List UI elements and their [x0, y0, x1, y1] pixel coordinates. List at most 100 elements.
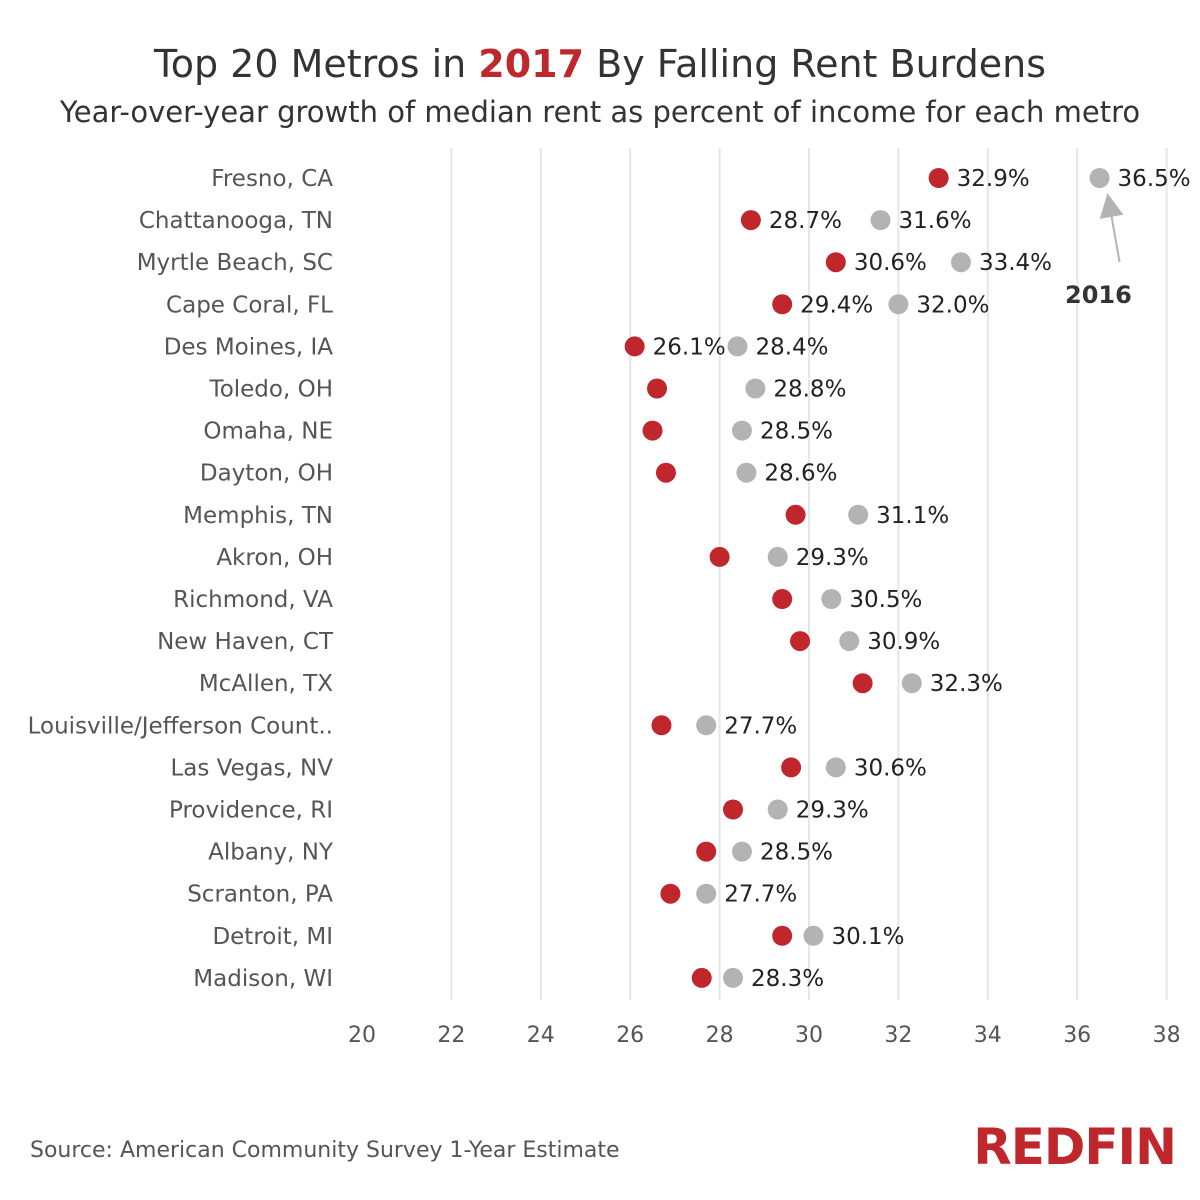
metro-label: Memphis, TN: [183, 503, 333, 529]
metro-row: Scranton, PA 27.7%: [187, 882, 797, 908]
value-label-2016: 28.3%: [751, 966, 824, 992]
x-tick-label: 22: [437, 1023, 465, 1048]
metro-row: Dayton, OH 28.6%: [200, 461, 838, 487]
metro-row: Myrtle Beach, SC 33.4% 30.6%: [137, 250, 1052, 276]
x-tick-label: 30: [795, 1023, 823, 1048]
annotation-label: 2016: [1065, 281, 1132, 309]
value-label-2016: 31.1%: [876, 503, 949, 529]
value-label-2016: 33.4%: [979, 250, 1052, 276]
dot-2016: [696, 883, 717, 904]
dot-2016: [727, 336, 748, 357]
dot-2017: [852, 673, 873, 694]
metro-row: Albany, NY 28.5%: [208, 840, 833, 866]
dot-2016: [848, 504, 869, 525]
dot-2017: [781, 757, 802, 778]
value-label-2016: 28.6%: [764, 461, 837, 487]
dot-2017: [772, 589, 793, 609]
dot-2016: [731, 841, 752, 862]
value-label-2017: 26.1%: [653, 334, 726, 360]
metro-row: Las Vegas, NV 30.6%: [170, 755, 926, 781]
value-label-2017: 30.6%: [854, 250, 927, 276]
metro-row: Madison, WI 28.3%: [193, 966, 824, 992]
dot-2017: [655, 462, 676, 483]
metro-label: Providence, RI: [169, 798, 333, 824]
value-label-2016: 36.5%: [1118, 166, 1191, 192]
x-tick-label: 28: [706, 1023, 734, 1048]
metro-label: Scranton, PA: [187, 882, 333, 908]
dot-2017: [696, 841, 717, 862]
metro-label: Albany, NY: [208, 840, 334, 866]
metro-row: Toledo, OH 28.8%: [209, 377, 847, 403]
value-label-2016: 28.4%: [755, 334, 828, 360]
annotation: 2016: [1065, 193, 1132, 309]
dot-2016: [696, 715, 717, 736]
dot-2017: [642, 420, 663, 441]
dot-2017: [709, 546, 730, 567]
dot-2017: [825, 252, 846, 273]
value-label-2016: 28.8%: [773, 377, 846, 403]
metro-row: Chattanooga, TN 31.6% 28.7%: [139, 208, 972, 234]
dot-2017: [723, 799, 744, 820]
metro-label: Louisville/Jefferson Count..: [28, 713, 333, 739]
dot-2016: [723, 967, 744, 988]
dot-2017: [928, 168, 949, 188]
dot-2016: [767, 546, 788, 567]
dot-plot-chart: 20 22 24 26 28 30 32 34 36 38 Fresno, CA 36.5% 32.9…: [28, 148, 1191, 1048]
dot-2017: [772, 294, 793, 315]
title-highlight-year: 2017: [478, 42, 585, 86]
value-label-2016: 29.3%: [796, 545, 869, 571]
grid-lines: [450, 148, 1168, 1000]
metro-label: Omaha, NE: [203, 419, 333, 445]
metro-row: Providence, RI 29.3%: [169, 798, 869, 824]
x-tick-label: 26: [616, 1023, 644, 1048]
metro-row: Des Moines, IA 28.4% 26.1%: [164, 334, 829, 360]
metro-label: Madison, WI: [193, 966, 333, 992]
value-label-2016: 30.5%: [849, 587, 922, 613]
dot-2017: [691, 967, 712, 988]
dot-2016: [888, 294, 909, 315]
metro-label: McAllen, TX: [199, 671, 333, 697]
dot-2017: [772, 925, 793, 946]
x-axis-ticks: 20 22 24 26 28 30 32 34 36 38: [348, 1023, 1181, 1048]
value-label-2016: 30.1%: [831, 924, 904, 950]
dot-2016: [803, 925, 824, 946]
metro-label: Des Moines, IA: [164, 334, 334, 360]
metro-row: New Haven, CT 30.9%: [157, 629, 940, 655]
dot-2016: [731, 420, 752, 441]
metro-row: Louisville/Jefferson Count.. 27.7%: [28, 713, 798, 739]
dot-2017: [740, 210, 761, 231]
chart-rows: Fresno, CA 36.5% 32.9% Chattanooga, TN 31.6%…: [28, 166, 1191, 992]
value-label-2017: 29.4%: [800, 292, 873, 318]
dot-2017: [660, 883, 681, 904]
metro-label: Akron, OH: [216, 545, 333, 571]
metro-row: Cape Coral, FL 32.0% 29.4%: [166, 292, 989, 318]
value-label-2016: 27.7%: [724, 713, 797, 739]
value-label-2016: 27.7%: [724, 882, 797, 908]
dot-2016: [839, 631, 860, 652]
value-label-2016: 29.3%: [796, 798, 869, 824]
value-label-2016: 30.9%: [867, 629, 940, 655]
metro-row: Fresno, CA 36.5% 32.9%: [211, 166, 1190, 192]
dot-2016: [767, 799, 788, 820]
metro-label: Cape Coral, FL: [166, 292, 333, 318]
dot-2017: [624, 336, 645, 357]
metro-row: Detroit, MI 30.1%: [212, 924, 904, 950]
metro-row: Akron, OH 29.3%: [216, 545, 868, 571]
metro-label: Richmond, VA: [173, 587, 333, 613]
x-tick-label: 32: [884, 1023, 912, 1048]
dot-2016: [745, 378, 766, 399]
metro-label: New Haven, CT: [157, 629, 334, 655]
dot-2016: [825, 757, 846, 778]
value-label-2016: 31.6%: [899, 208, 972, 234]
dot-2017: [647, 378, 668, 399]
dot-2017: [790, 631, 811, 652]
metro-row: McAllen, TX 32.3%: [199, 671, 1003, 697]
redfin-logo: REDFIN: [973, 1118, 1177, 1176]
value-label-2017: 32.9%: [957, 166, 1030, 192]
title-prefix: Top 20 Metros in: [153, 42, 479, 86]
dot-2016: [736, 462, 757, 483]
dot-2016: [821, 589, 842, 609]
metro-label: Myrtle Beach, SC: [137, 250, 333, 276]
dot-2016: [950, 252, 971, 273]
x-tick-label: 24: [527, 1023, 555, 1048]
